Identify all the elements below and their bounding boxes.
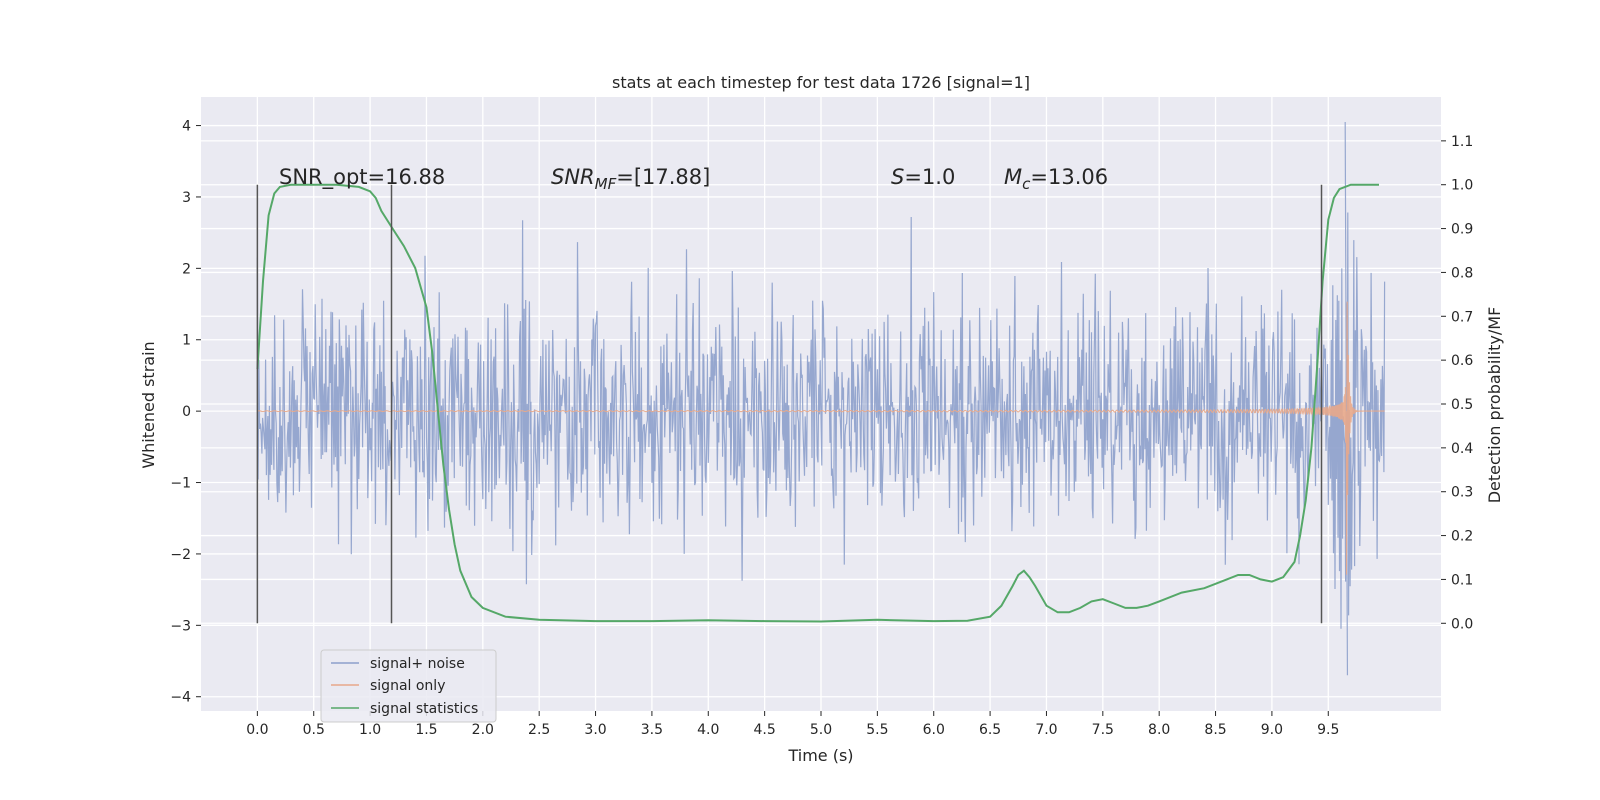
y-right-ticks: 1.1 1.0 0.9 0.8 0.7 0.6 0.5 0.4 0.3 0.2 0.1 0.0 xyxy=(1441,134,1473,632)
chart-title: stats at each timestep for test data 172… xyxy=(612,73,1030,92)
legend-label-signal-statistics: signal statistics xyxy=(370,701,478,717)
y-right-tick-label: 0.2 xyxy=(1451,529,1473,545)
y-left-tick-label: 1 xyxy=(182,333,191,349)
x-tick-label: 1.5 xyxy=(415,722,437,738)
legend-label-signal-only: signal only xyxy=(370,678,445,694)
x-tick-label: 3.5 xyxy=(641,722,663,738)
x-tick-label: 0.5 xyxy=(303,722,325,738)
y-right-axis-label: Detection probability/MF xyxy=(1485,307,1504,504)
signal-noise-line xyxy=(256,121,1386,676)
x-tick-label: 8.0 xyxy=(1148,722,1170,738)
y-right-tick-label: 0.5 xyxy=(1451,397,1473,413)
y-left-axis-label: Whitened strain xyxy=(139,341,158,468)
x-tick-label: 4.5 xyxy=(754,722,776,738)
snr-mf-base: SNR xyxy=(551,165,595,189)
legend-box xyxy=(320,649,497,723)
y-left-tick-label: −1 xyxy=(170,476,191,492)
vlines xyxy=(256,184,1323,624)
x-ticks: 0.0 0.5 1.0 1.5 2.0 2.5 3.0 3.5 4.0 4.5 5.0 5.5 6.0 6… xyxy=(246,711,1339,738)
y-right-tick-label: 0.0 xyxy=(1451,616,1473,632)
x-tick-label: 6.5 xyxy=(979,722,1001,738)
x-tick-label: 9.0 xyxy=(1261,722,1283,738)
y-right-tick-label: 0.1 xyxy=(1451,572,1473,588)
y-right-tick-label: 0.7 xyxy=(1451,309,1473,325)
series-signal-noise xyxy=(256,121,1386,676)
x-tick-label: 5.0 xyxy=(810,722,832,738)
series-signal-only xyxy=(257,301,1385,575)
y-left-tick-label: 2 xyxy=(182,261,191,277)
x-axis-label: Time (s) xyxy=(787,746,853,765)
s-value: =1.0 xyxy=(904,165,955,189)
y-right-tick-label: 1.1 xyxy=(1451,134,1473,150)
annotation-mc: Mc=13.06 xyxy=(1004,165,1108,193)
y-left-tick-label: 0 xyxy=(182,404,191,420)
x-tick-label: 8.5 xyxy=(1204,722,1226,738)
y-right-tick-label: 0.3 xyxy=(1451,485,1473,501)
y-left-tick-label: −3 xyxy=(170,618,191,634)
y-left-tick-label: 4 xyxy=(182,119,191,135)
snr-mf-sub: MF xyxy=(595,175,617,193)
x-tick-label: 4.0 xyxy=(697,722,719,738)
y-left-ticks: 4 3 2 1 0 −1 −2 −3 −4 xyxy=(170,119,201,706)
x-tick-label: 7.0 xyxy=(1035,722,1057,738)
series-signal-statistics xyxy=(256,183,1379,623)
x-tick-label: 0.0 xyxy=(246,722,268,738)
y-left-tick-label: 3 xyxy=(182,190,191,206)
signal-statistics-line xyxy=(256,183,1379,623)
annotation-snr-mf: SNRMF=[17.88] xyxy=(551,165,710,193)
signal-only-line xyxy=(257,301,1385,575)
x-tick-label: 2.5 xyxy=(528,722,550,738)
x-tick-label: 7.5 xyxy=(1092,722,1114,738)
y-right-tick-label: 0.6 xyxy=(1451,353,1473,369)
x-tick-label: 2.0 xyxy=(472,722,494,738)
snr-mf-value: =[17.88] xyxy=(616,165,710,189)
y-right-tick-label: 0.8 xyxy=(1451,265,1473,281)
legend-label-signal-noise: signal+ noise xyxy=(370,656,465,672)
mc-value: =13.06 xyxy=(1030,165,1108,189)
y-right-tick-label: 0.4 xyxy=(1451,441,1473,457)
y-right-tick-label: 0.9 xyxy=(1451,222,1473,238)
y-left-tick-label: −2 xyxy=(170,547,191,563)
x-tick-label: 3.0 xyxy=(584,722,606,738)
s-base: S xyxy=(891,165,904,189)
annotation-s: S=1.0 xyxy=(891,165,955,189)
annotation-snr-opt: SNR_opt=16.88 xyxy=(279,165,445,190)
mc-sub: c xyxy=(1022,175,1031,193)
y-left-tick-label: −4 xyxy=(170,690,191,706)
x-tick-label: 1.0 xyxy=(359,722,381,738)
x-tick-label: 6.0 xyxy=(923,722,945,738)
mc-base: M xyxy=(1004,165,1022,189)
x-tick-label: 5.5 xyxy=(866,722,888,738)
legend: signal+ noise signal only signal statist… xyxy=(320,649,497,723)
x-tick-label: 9.5 xyxy=(1317,722,1339,738)
y-right-tick-label: 1.0 xyxy=(1451,178,1473,194)
